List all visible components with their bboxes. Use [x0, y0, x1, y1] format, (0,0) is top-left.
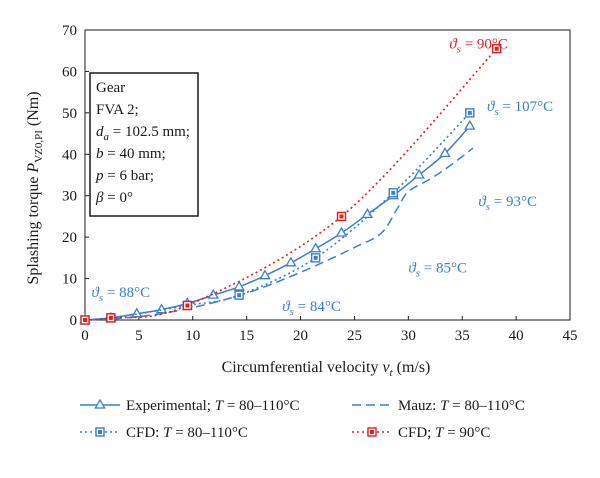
legend-swatch-marker-core [370, 430, 374, 434]
y-tick-label: 70 [62, 23, 77, 39]
x-axis-ticks: 0 5 10 15 20 25 30 35 40 45 [81, 316, 578, 344]
legend-swatch-marker [94, 398, 106, 409]
y-tick-label: 10 [62, 272, 77, 288]
x-tick-label: 30 [401, 328, 416, 344]
cfd-90-series-point-core [185, 303, 190, 308]
legend-item: CFD; T = 90°C [352, 425, 490, 441]
x-tick-label: 35 [455, 328, 470, 344]
legend-swatch-marker-core [98, 430, 102, 434]
y-axis-title: Splashing torque PVZ0,PI (Nm) [25, 91, 45, 284]
y-tick-label: 30 [62, 189, 77, 205]
info-box-line: da = 102.5 mm; [96, 124, 190, 143]
y-axis-ticks: 0 10 20 30 40 50 60 70 [62, 23, 89, 329]
x-axis-title: Circumferential velocity vt (m/s) [222, 359, 431, 379]
cfd-80-110-series-line [84, 112, 471, 321]
legend-item: CFD: T = 80–110°C [80, 425, 248, 441]
temperature-annotation: ϑs = 85°C [408, 260, 467, 279]
experimental-series-point [309, 242, 322, 253]
x-tick-label: 0 [81, 328, 89, 344]
experimental-series-point [361, 208, 374, 219]
cfd-80-110-series-point-core [391, 190, 396, 195]
temperature-annotation: ϑs = 90°C [449, 37, 508, 56]
plot-area [84, 29, 571, 321]
x-tick-label: 5 [135, 328, 143, 344]
experimental-series-point [439, 147, 451, 158]
experimental-series-point [233, 280, 245, 291]
cfd-80-110-series-point-core [237, 293, 242, 298]
experimental-series-point [335, 226, 348, 237]
x-tick-label: 40 [509, 328, 524, 344]
info-box-line: Gear [96, 80, 125, 96]
cfd-80-110-series-point-core [467, 110, 472, 115]
y-tick-label: 50 [62, 106, 77, 122]
legend-label: CFD; T = 90°C [398, 425, 490, 441]
experimental-series-point [155, 303, 168, 314]
experimental-series-point [259, 269, 271, 280]
x-tick-label: 25 [347, 328, 362, 344]
y-tick-label: 60 [62, 64, 77, 80]
cfd-90-series-point-core [339, 214, 344, 219]
temperature-annotation: ϑs = 88°C [91, 285, 150, 304]
info-box-line: b = 40 mm; [96, 146, 166, 162]
cfd-90-series-point-core [494, 46, 499, 51]
info-box-line: FVA 2; [96, 102, 139, 118]
y-tick-label: 20 [62, 230, 77, 246]
temperature-annotation: ϑs = 84°C [282, 299, 341, 318]
legend-item: Mauz: T = 80–110°C [352, 398, 525, 414]
legend-label: CFD: T = 80–110°C [126, 425, 248, 441]
temperature-annotation: ϑs = 107°C [487, 99, 553, 118]
annotations: ϑs = 88°C ϑs = 84°C ϑs = 85°C ϑs = 93°C ϑs =… [91, 37, 553, 318]
experimental-series-line [84, 125, 471, 321]
x-tick-label: 10 [185, 328, 200, 344]
legend: Experimental; T = 80–110°C Mauz: T = 80–1… [80, 398, 525, 441]
y-tick-label: 40 [62, 147, 77, 163]
gear-info-box: Gear FVA 2; da = 102.5 mm; b = 40 mm; p = 6 … [89, 72, 199, 217]
experimental-series-point [413, 168, 425, 179]
cfd-90-series [80, 43, 502, 325]
legend-item: Experimental; T = 80–110°C [80, 398, 299, 414]
legend-label: Experimental; T = 80–110°C [126, 398, 299, 414]
experimental-series-point [285, 256, 297, 267]
cfd-90-series-point-core [83, 318, 87, 322]
x-tick-label: 45 [563, 328, 578, 344]
info-box-line: β = 0° [95, 190, 133, 206]
cfd-80-110-series-point-core [313, 255, 318, 260]
y-tick-label: 0 [70, 313, 78, 329]
info-box-line: p = 6 bar; [95, 168, 154, 184]
info-box-frame [89, 72, 199, 217]
experimental-series-point [464, 119, 476, 130]
x-tick-label: 15 [239, 328, 254, 344]
plot-frame [84, 29, 571, 321]
series-layer [79, 43, 502, 325]
temperature-annotation: ϑs = 93°C [478, 194, 537, 213]
legend-label: Mauz: T = 80–110°C [398, 398, 525, 414]
cfd-90-series-point-core [108, 315, 113, 320]
x-tick-label: 20 [293, 328, 308, 344]
